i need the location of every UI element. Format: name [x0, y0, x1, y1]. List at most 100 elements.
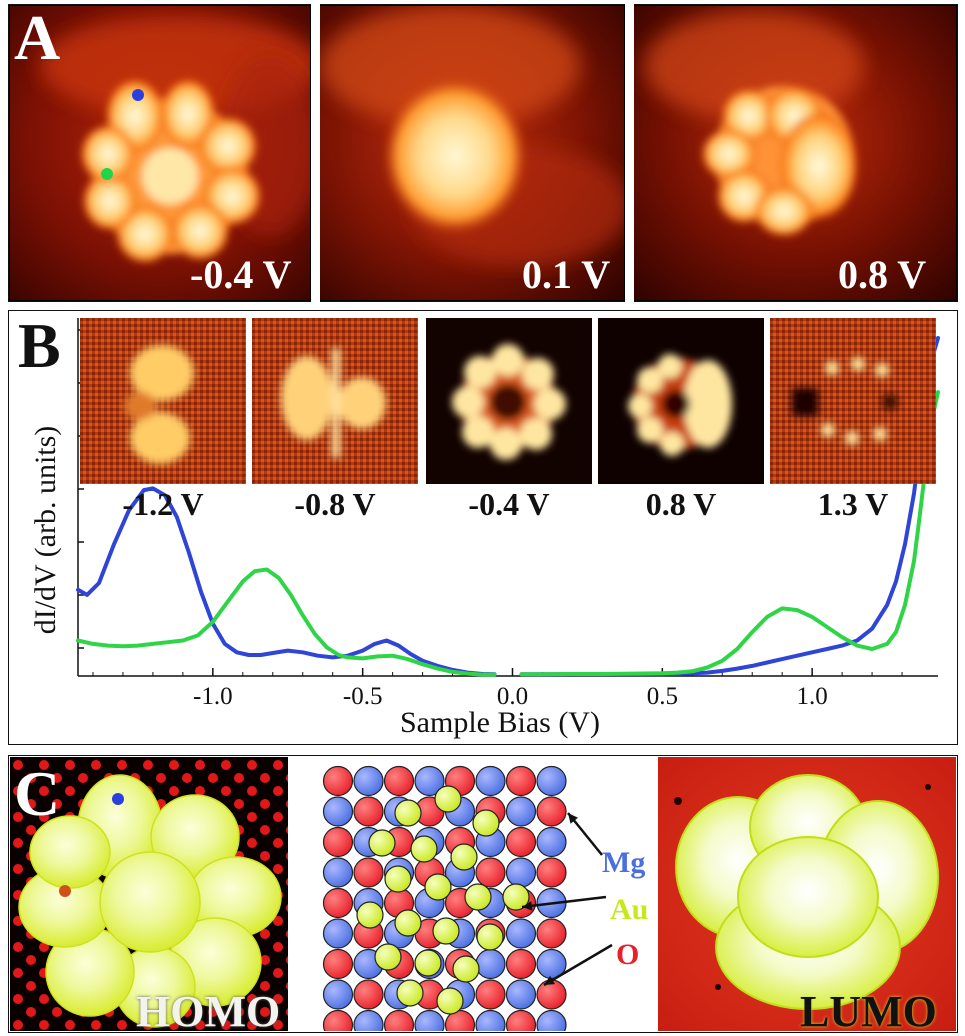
lumo-orbital-image: [658, 757, 956, 1031]
magnesium-atom: [475, 948, 506, 980]
oxygen-atom: [353, 979, 384, 1010]
inset-bias-2: -0.8 V: [294, 486, 376, 522]
gold-atom: [374, 943, 402, 971]
gold-atom: [414, 949, 442, 977]
inset-bias-4: 0.8 V: [645, 486, 717, 522]
oxygen-atom: [536, 796, 567, 827]
oxygen-atom: [505, 765, 537, 797]
magnesium-atom: [414, 1009, 445, 1031]
gold-atom: [452, 955, 480, 983]
inset-bias-1: -1.2 V: [122, 486, 204, 522]
oxygen-atom: [536, 918, 567, 949]
x-axis-title: Sample Bias (V): [400, 706, 600, 739]
oxygen-atom: [505, 1009, 537, 1031]
oxygen-atom: [444, 1009, 476, 1031]
magnesium-atom: [414, 765, 445, 797]
legend-arrow: [521, 895, 607, 909]
oxygen-atom: [353, 796, 384, 827]
oxygen-atom: [322, 1009, 354, 1031]
panel-c-letter: C: [14, 758, 61, 829]
oxygen-atom: [536, 857, 567, 888]
x-tick-label: -1.0: [193, 683, 233, 710]
gold-atom: [384, 865, 412, 893]
oxygen-atom: [383, 1009, 415, 1031]
homo-blue-point: [112, 793, 124, 805]
magnesium-atom: [353, 765, 384, 797]
x-tick-label: 0.0: [496, 683, 529, 710]
y-axis-title: dI/dV (arb. units): [29, 425, 62, 635]
magnesium-atom: [505, 979, 537, 1010]
magnesium-atom: [536, 826, 567, 858]
inset-image-4: [598, 318, 764, 484]
panel-a-letter: A: [14, 2, 61, 73]
legend-arrow: [543, 943, 613, 987]
homo-label: HOMO: [136, 987, 281, 1036]
legend-arrow-head: [522, 901, 533, 911]
gold-atom: [410, 835, 438, 863]
oxygen-atom: [475, 979, 506, 1010]
panel-a-separator-2: [625, 4, 634, 302]
green-measurement-point: [101, 168, 113, 180]
legend-arrow-head: [544, 975, 555, 985]
panel-a-separator-1: [311, 4, 320, 302]
inset-image-5: [770, 318, 936, 484]
x-tick-label: -0.5: [342, 683, 383, 710]
gold-atom: [394, 799, 422, 827]
gold-atom: [396, 979, 424, 1007]
gold-atom: [436, 987, 464, 1015]
gold-atom: [450, 843, 478, 871]
panel-a-bias-3: 0.8 V: [838, 252, 927, 297]
gold-atom: [432, 917, 460, 945]
inset-bias-5: 1.3 V: [817, 486, 889, 522]
inset-image-3: [426, 318, 592, 484]
oxygen-atom: [322, 887, 354, 919]
gold-atom: [424, 873, 452, 901]
blue-measurement-point: [132, 89, 144, 101]
inset-image-1: [80, 318, 246, 484]
gold-atom: [394, 909, 422, 937]
lattice-model: [290, 757, 656, 1031]
panel-a-image-3: [634, 6, 956, 300]
panel-a-bias-2: 0.1 V: [522, 252, 611, 297]
series-2-line: [519, 390, 940, 677]
legend-au-label: Au: [610, 893, 649, 926]
magnesium-atom: [505, 918, 537, 949]
legend-o-label: O: [616, 938, 640, 971]
oxygen-atom: [505, 948, 537, 980]
dIdV-chart: [76, 318, 940, 677]
magnesium-atom: [322, 857, 354, 888]
homo-orange-point: [59, 885, 71, 897]
oxygen-atom: [505, 826, 537, 858]
panel-a-bias-1: -0.4 V: [190, 252, 292, 297]
magnesium-atom: [536, 765, 567, 797]
panel-a-image-1: [10, 6, 310, 300]
series-1-line: [76, 486, 497, 677]
magnesium-atom: [322, 918, 354, 949]
magnesium-atom: [475, 1009, 506, 1031]
legend-arrow-head: [568, 813, 578, 824]
gold-atom: [472, 809, 500, 837]
inset-image-2: [252, 318, 418, 484]
panel-a-image-2: [320, 6, 624, 300]
lumo-label: LUMO: [800, 987, 937, 1036]
magnesium-atom: [322, 796, 354, 827]
magnesium-atom: [505, 796, 537, 827]
panel-b-letter: B: [18, 310, 61, 381]
magnesium-atom: [505, 857, 537, 888]
magnesium-atom: [536, 1009, 567, 1031]
magnesium-atom: [322, 979, 354, 1010]
oxygen-atom: [322, 826, 354, 858]
oxygen-atom: [322, 948, 354, 980]
gold-atom: [502, 883, 530, 911]
oxygen-atom: [353, 857, 384, 888]
gold-atom: [368, 829, 396, 857]
oxygen-atom: [383, 765, 415, 797]
gold-atom: [464, 883, 492, 911]
homo-orbital-image: [10, 757, 288, 1031]
magnesium-atom: [353, 1009, 384, 1031]
legend-mg-label: Mg: [602, 846, 646, 879]
inset-bias-3: -0.4 V: [468, 486, 550, 522]
gold-atom: [434, 785, 462, 813]
x-tick-label: 0.5: [646, 683, 678, 710]
oxygen-atom: [475, 857, 506, 888]
